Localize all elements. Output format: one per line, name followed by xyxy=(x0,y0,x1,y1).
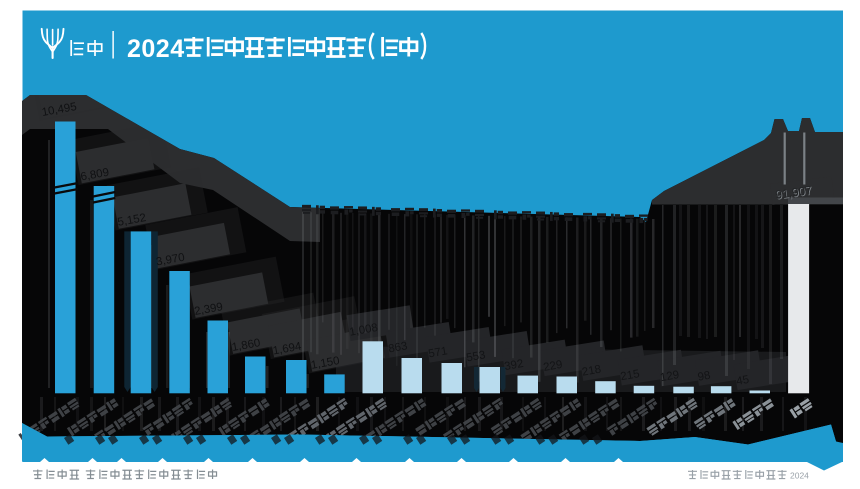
svg-text:129: 129 xyxy=(659,369,680,384)
svg-text:5,152: 5,152 xyxy=(117,212,147,229)
svg-text:91,907: 91,907 xyxy=(775,184,814,203)
svg-text:218: 218 xyxy=(581,364,602,379)
svg-text:91,907: 91,907 xyxy=(774,183,813,202)
svg-text:2024: 2024 xyxy=(127,35,185,63)
svg-text:98: 98 xyxy=(697,370,712,384)
svg-text:3,970: 3,970 xyxy=(155,252,185,269)
svg-text:1,860: 1,860 xyxy=(231,337,261,354)
svg-text:1,694: 1,694 xyxy=(272,341,303,358)
svg-text:571: 571 xyxy=(427,345,448,360)
svg-text:2024: 2024 xyxy=(790,471,809,481)
svg-text:215: 215 xyxy=(620,368,641,383)
svg-text:553: 553 xyxy=(465,349,486,364)
svg-text:45: 45 xyxy=(735,374,750,388)
svg-text:1,008: 1,008 xyxy=(348,322,378,339)
svg-text:863: 863 xyxy=(387,340,408,355)
svg-text:1,150: 1,150 xyxy=(310,355,340,372)
svg-text:6,809: 6,809 xyxy=(80,167,110,184)
svg-text:229: 229 xyxy=(542,359,563,374)
svg-text:2,399: 2,399 xyxy=(193,301,223,318)
svg-text:392: 392 xyxy=(503,358,524,373)
